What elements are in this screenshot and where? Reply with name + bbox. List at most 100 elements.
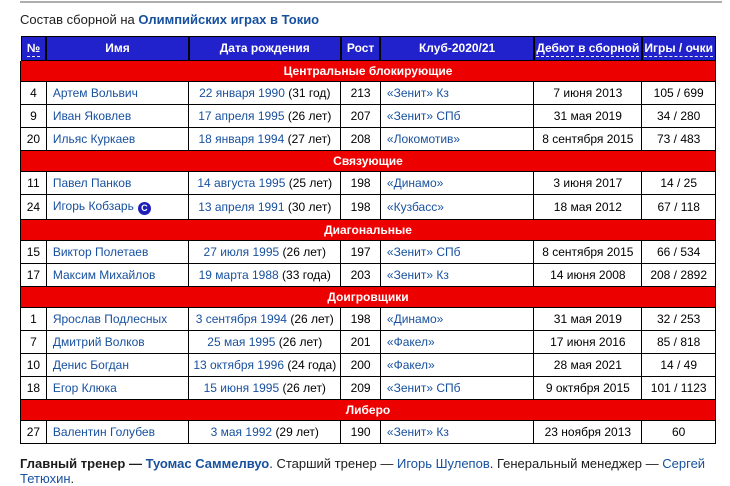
player-number: 11 xyxy=(20,171,47,195)
player-number: 1 xyxy=(20,307,47,331)
player-debut: 31 мая 2019 xyxy=(533,307,643,331)
birth-date-link[interactable]: 18 января 1994 xyxy=(198,132,285,146)
player-name-link[interactable]: Виктор Полетаев xyxy=(52,245,149,259)
birth-date-link[interactable]: 3 сентября 1994 xyxy=(195,312,287,326)
club-link[interactable]: «Динамо» xyxy=(386,176,444,190)
player-birthdate-cell: 25 мая 1995 (26 лет) xyxy=(188,330,342,354)
club-link[interactable]: «Локомотив» xyxy=(386,132,461,146)
player-name-link[interactable]: Ильяс Куркаев xyxy=(52,132,136,146)
player-name-cell: Дмитрий Волков xyxy=(45,330,190,354)
senior-coach-link[interactable]: Игорь Шулепов xyxy=(396,456,490,471)
player-number: 7 xyxy=(20,330,47,354)
player-name-link[interactable]: Ярослав Подлесных xyxy=(52,312,168,326)
player-row: 9 Иван Яковлев 17 апреля 1995 (26 лет) 2… xyxy=(20,104,716,128)
player-row: 15 Виктор Полетаев 27 июля 1995 (26 лет)… xyxy=(20,240,716,264)
player-age: (33 года) xyxy=(282,268,331,282)
head-coach-label: Главный тренер xyxy=(20,456,126,471)
player-age: (24 года) xyxy=(287,358,337,372)
club-link[interactable]: «Зенит» Кз xyxy=(386,268,449,282)
player-age: (26 лет) xyxy=(278,335,323,349)
player-name-link[interactable]: Денис Богдан xyxy=(52,358,129,372)
player-club-cell: «Зенит» Кз xyxy=(379,263,535,287)
birth-date-link[interactable]: 17 апреля 1995 xyxy=(198,109,285,123)
player-name-cell: Максим Михайлов xyxy=(45,263,190,287)
birth-date-link[interactable]: 3 мая 1992 xyxy=(210,425,273,439)
player-games-points: 73 / 483 xyxy=(641,127,716,151)
player-name-link[interactable]: Дмитрий Волков xyxy=(52,335,145,349)
player-birthdate-cell: 19 марта 1988 (33 года) xyxy=(188,263,342,287)
player-debut: 8 сентября 2015 xyxy=(533,127,643,151)
player-name-link[interactable]: Валентин Голубев xyxy=(52,425,155,439)
player-games-points: 32 / 253 xyxy=(641,307,716,331)
player-club-cell: «Факел» xyxy=(379,330,535,354)
player-height: 208 xyxy=(340,127,381,151)
player-age: (26 лет) xyxy=(282,381,326,395)
player-height: 198 xyxy=(340,307,381,331)
player-number: 24 xyxy=(20,194,47,220)
general-manager-link[interactable]: Сергей Тетюхин xyxy=(20,456,706,486)
player-club-cell: «Кузбасс» xyxy=(379,194,535,220)
player-row: 11 Павел Панков 14 августа 1995 (25 лет)… xyxy=(20,171,716,195)
section-title: Диагональные xyxy=(20,219,716,241)
player-row: 17 Максим Михайлов 19 марта 1988 (33 год… xyxy=(20,263,716,287)
birth-date-link[interactable]: 27 июля 1995 xyxy=(203,245,280,259)
club-link[interactable]: «Зенит» Кз xyxy=(386,425,449,439)
player-club-cell: «Динамо» xyxy=(379,171,535,195)
birth-date-link[interactable]: 22 января 1990 xyxy=(199,86,285,100)
club-link[interactable]: «Зенит» СПб xyxy=(386,245,461,259)
club-link[interactable]: «Зенит» СПб xyxy=(386,381,461,395)
page-container: Состав сборной на Олимпийских играх в То… xyxy=(0,12,730,486)
top-divider xyxy=(20,1,722,3)
player-games-points: 34 / 280 xyxy=(641,104,716,128)
player-name-link[interactable]: Игорь Кобзарь xyxy=(52,199,134,213)
player-number: 17 xyxy=(20,263,47,287)
player-name-link[interactable]: Павел Панков xyxy=(52,176,132,190)
player-age: (30 лет) xyxy=(287,200,332,214)
birth-date-link[interactable]: 14 августа 1995 xyxy=(197,176,286,190)
player-name-link[interactable]: Иван Яковлев xyxy=(52,109,132,123)
player-age: (26 лет) xyxy=(282,245,326,259)
roster-header: № Имя Дата рождения Рост Клуб-2020/21 Де… xyxy=(20,35,716,61)
player-name-link[interactable]: Максим Михайлов xyxy=(52,268,156,282)
birth-date-link[interactable]: 15 июня 1995 xyxy=(203,381,280,395)
player-row: 4 Артем Вольвич 22 января 1990 (31 год) … xyxy=(20,81,716,105)
player-row: 18 Егор Клюка 15 июня 1995 (26 лет) 209 … xyxy=(20,376,716,400)
player-debut: 31 мая 2019 xyxy=(533,104,643,128)
player-birthdate-cell: 14 августа 1995 (25 лет) xyxy=(188,171,342,195)
player-height: 198 xyxy=(340,171,381,195)
player-height: 213 xyxy=(340,81,381,105)
birth-date-link[interactable]: 25 мая 1995 xyxy=(207,335,276,349)
club-link[interactable]: «Кузбасс» xyxy=(386,200,444,214)
player-number: 10 xyxy=(20,353,47,377)
section-title: Центральные блокирующие xyxy=(20,60,716,82)
player-name-cell: Павел Панков xyxy=(45,171,190,195)
section-title: Либеро xyxy=(20,399,716,421)
player-height: 209 xyxy=(340,376,381,400)
club-link[interactable]: «Зенит» СПб xyxy=(386,109,461,123)
player-birthdate-cell: 3 сентября 1994 (26 лет) xyxy=(188,307,342,331)
club-link[interactable]: «Динамо» xyxy=(386,312,444,326)
section-row: Диагональные xyxy=(20,219,716,241)
player-games-points: 67 / 118 xyxy=(641,194,716,220)
player-games-points: 14 / 49 xyxy=(641,353,716,377)
club-link[interactable]: «Факел» xyxy=(386,358,435,372)
birth-date-link[interactable]: 13 октября 1996 xyxy=(193,358,284,372)
club-link[interactable]: «Зенит» Кз xyxy=(386,86,449,100)
player-name-link[interactable]: Егор Клюка xyxy=(52,381,117,395)
player-birthdate-cell: 13 апреля 1991 (30 лет) xyxy=(188,194,342,220)
player-debut: 3 июня 2017 xyxy=(533,171,643,195)
player-height: 207 xyxy=(340,104,381,128)
club-link[interactable]: «Факел» xyxy=(386,335,435,349)
player-row: 7 Дмитрий Волков 25 мая 1995 (26 лет) 20… xyxy=(20,330,716,354)
col-header-name: Имя xyxy=(45,35,190,61)
player-name-cell: Ильяс Куркаев xyxy=(45,127,190,151)
birth-date-link[interactable]: 13 апреля 1991 xyxy=(198,200,285,214)
olympics-tokyo-link[interactable]: Олимпийских играх в Токио xyxy=(138,12,320,27)
player-name-link[interactable]: Артем Вольвич xyxy=(52,86,138,100)
player-name-cell: Иван Яковлев xyxy=(45,104,190,128)
player-games-points: 85 / 818 xyxy=(641,330,716,354)
player-games-points: 14 / 25 xyxy=(641,171,716,195)
player-debut: 7 июня 2013 xyxy=(533,81,643,105)
head-coach-link[interactable]: Туомас Саммелвуо xyxy=(145,456,270,471)
birth-date-link[interactable]: 19 марта 1988 xyxy=(198,268,279,282)
